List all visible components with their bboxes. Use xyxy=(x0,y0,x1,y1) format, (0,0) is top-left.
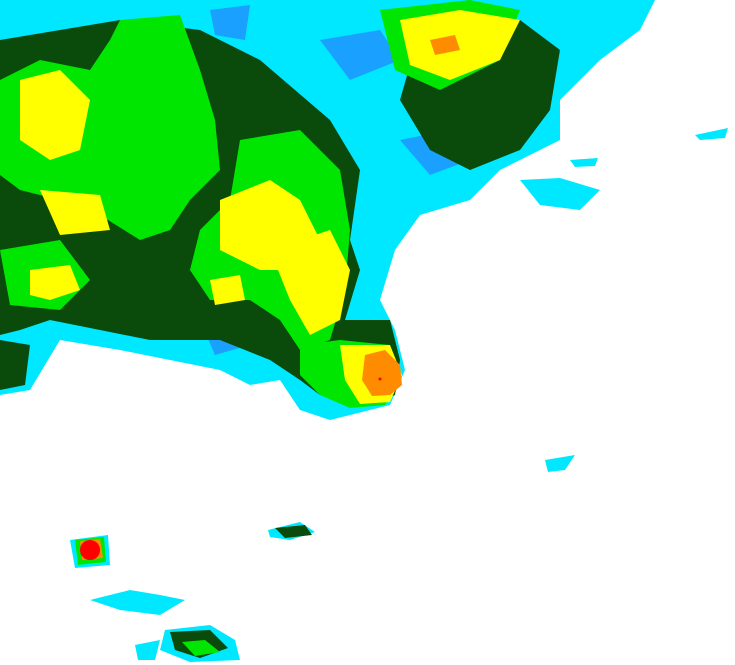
precip-extreme-layer xyxy=(80,377,382,560)
precip-cell xyxy=(320,30,400,80)
precip-cell xyxy=(210,5,250,40)
precip-cell xyxy=(270,230,350,335)
precip-cell xyxy=(40,190,110,235)
precip-heavy-layer xyxy=(20,10,520,404)
precip-cell xyxy=(80,540,100,560)
precip-cell xyxy=(20,70,90,160)
precip-cell xyxy=(362,350,402,396)
precip-cell xyxy=(570,158,598,167)
precip-cell xyxy=(430,35,460,55)
precip-cell xyxy=(210,275,245,305)
precip-cell xyxy=(30,265,80,300)
precip-cell xyxy=(90,590,185,615)
precip-cell xyxy=(0,340,30,390)
precip-cell xyxy=(545,455,575,472)
precip-cell xyxy=(182,640,220,656)
precip-cell xyxy=(400,10,520,80)
precip-cell xyxy=(695,128,728,140)
precip-cell xyxy=(275,525,312,538)
precip-cell xyxy=(378,377,382,381)
precip-cell xyxy=(520,178,600,210)
precip-cell xyxy=(135,640,160,660)
